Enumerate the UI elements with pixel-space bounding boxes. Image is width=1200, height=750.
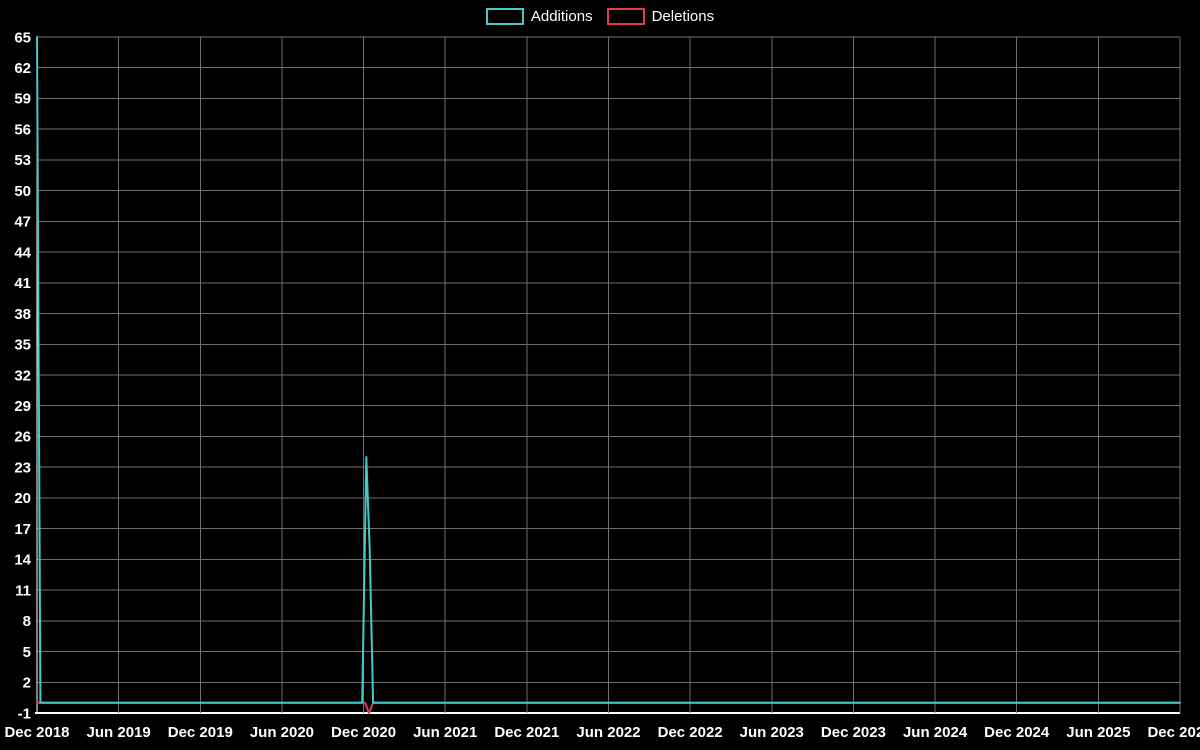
y-tick-label: 44 [14,244,31,261]
y-tick-label: 8 [23,613,31,630]
y-tick-label: 59 [14,91,31,108]
y-tick-label: 5 [23,644,31,661]
x-tick-label: Dec 2019 [168,724,233,741]
y-tick-label: 53 [14,152,31,169]
deletions-swatch-icon [606,8,645,25]
y-tick-label: 11 [15,582,31,599]
x-tick-label: Jun 2025 [1066,724,1130,741]
legend-item-additions: Additions [485,8,593,25]
y-tick-label: 35 [14,337,31,354]
y-grid [35,36,1180,714]
y-tick-label: 62 [14,60,31,77]
x-tick-label: Jun 2022 [576,724,640,741]
y-tick-label: 47 [14,214,31,231]
y-tick-label: 32 [14,367,31,384]
x-tick-label: Jun 2020 [250,724,314,741]
y-tick-label: 26 [14,429,31,446]
y-tick-label: 50 [14,183,31,200]
x-tick-labels: Dec 2018 Jun 2019 Dec 2019 Jun 2020 Dec 2020… [4,724,1200,741]
y-tick-label: 23 [14,459,31,476]
x-tick-label: Dec 2023 [821,724,886,741]
additions-swatch-icon [485,8,524,25]
legend-item-deletions: Deletions [606,8,715,25]
y-tick-label: 41 [14,275,31,292]
x-tick-label: Dec 2020 [331,724,396,741]
x-tick-label: Dec 2022 [658,724,723,741]
x-tick-label: Jun 2024 [903,724,968,741]
x-tick-label: Dec 2024 [984,724,1050,741]
y-tick-label: 20 [14,490,31,507]
y-tick-label: 56 [14,121,31,138]
y-tick-label: 65 [14,29,31,46]
x-tick-label: Jun 2023 [740,724,804,741]
x-tick-label: Jun 2021 [413,724,477,741]
y-tick-label: 38 [14,306,31,323]
y-tick-label: 29 [14,398,31,415]
y-tick-label: -1 [18,705,31,722]
x-tick-label: Dec 2021 [494,724,559,741]
additions-line [36,36,1181,704]
legend-label-deletions: Deletions [651,8,715,25]
y-tick-label: 14 [14,552,31,569]
y-tick-label: 2 [23,675,31,692]
y-tick-labels: -1 2 5 8 11 14 17 20 23 26 29 32 35 38 41 44 47 50 53 56 59 6… [14,29,31,722]
y-tick-label: 17 [14,521,31,538]
x-tick-label: Jun 2019 [87,724,151,741]
chart-legend: Additions Deletions [0,8,1200,25]
legend-label-additions: Additions [530,8,593,25]
x-tick-label: Dec 2018 [4,724,69,741]
x-tick-label: Dec 2025 [1147,724,1200,741]
